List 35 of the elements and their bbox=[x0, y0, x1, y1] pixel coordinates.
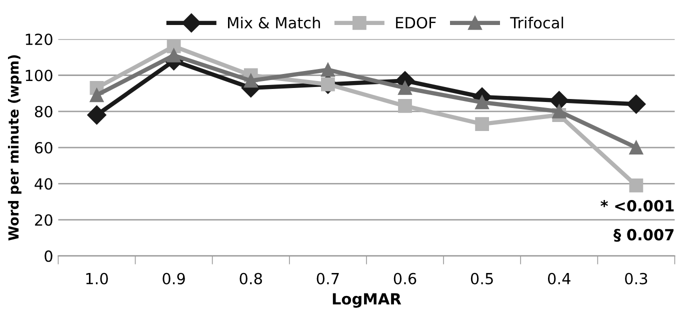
point bbox=[166, 39, 181, 54]
y-axis-title: Word per minute (wpm) bbox=[8, 55, 22, 241]
point bbox=[90, 88, 104, 102]
point bbox=[626, 94, 646, 114]
point bbox=[244, 74, 258, 88]
x-tick-label: 0.4 bbox=[548, 272, 570, 284]
legend-label: Mix & Match bbox=[228, 16, 320, 29]
point bbox=[321, 62, 335, 77]
point bbox=[398, 80, 412, 95]
x-tick-label: 0.3 bbox=[625, 272, 648, 284]
point bbox=[475, 117, 490, 131]
point bbox=[629, 140, 644, 154]
x-tick-label: 0.8 bbox=[240, 272, 262, 284]
y-tick-label: 80 bbox=[34, 106, 52, 118]
point bbox=[475, 95, 490, 110]
x-tick-label: 1.0 bbox=[86, 272, 108, 284]
point bbox=[552, 104, 566, 118]
legend-label: EDOF bbox=[396, 16, 436, 29]
x-axis-title: LogMAR bbox=[332, 293, 402, 308]
y-tick-label: 120 bbox=[26, 34, 52, 46]
annotation: * <0.001 bbox=[600, 200, 674, 212]
x-tick-label: 0.6 bbox=[394, 272, 416, 284]
annotation: § 0.007 bbox=[614, 228, 674, 242]
y-tick-label: 40 bbox=[34, 178, 52, 190]
y-tick-label: 0 bbox=[44, 250, 52, 262]
y-tick-label: 20 bbox=[35, 214, 52, 226]
point bbox=[398, 99, 412, 113]
point bbox=[629, 178, 644, 192]
x-tick-label: 0.7 bbox=[316, 272, 339, 284]
point bbox=[87, 105, 106, 125]
x-tick-label: 0.5 bbox=[470, 272, 493, 284]
x-tick-label: 0.9 bbox=[162, 272, 185, 284]
y-tick-label: 60 bbox=[34, 142, 52, 154]
y-tick-label: 100 bbox=[26, 70, 52, 82]
legend-label: Trifocal bbox=[510, 16, 564, 29]
